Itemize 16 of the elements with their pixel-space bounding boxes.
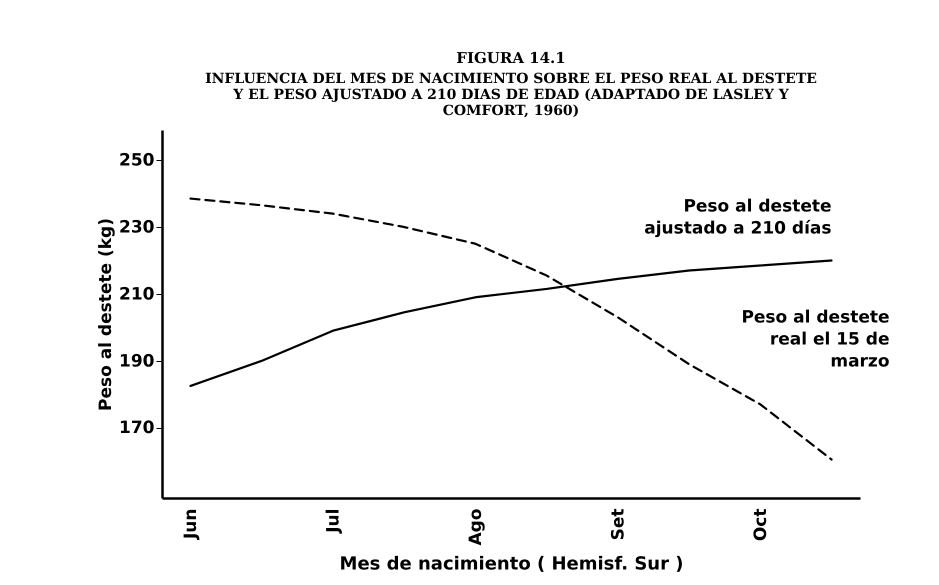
x-tick-label: Ago xyxy=(466,508,486,546)
x-axis-title: Mes de nacimiento ( Hemisf. Sur ) xyxy=(340,554,684,575)
series-label: Peso al destete real el 15 de marzo xyxy=(741,308,890,372)
y-axis-title: Peso al destete (kg) xyxy=(96,218,116,411)
x-tick-label: Jun xyxy=(180,508,201,540)
x-tick-label: Set xyxy=(608,508,628,540)
y-tick-label: 170 xyxy=(119,418,155,438)
x-tick-label: Jul xyxy=(323,508,344,534)
y-tick-label: 190 xyxy=(119,351,155,372)
y-tick-label: 210 xyxy=(119,284,155,304)
series-label: Peso al destete ajustado a 210 días xyxy=(644,196,832,238)
y-tick-label: 230 xyxy=(119,218,155,238)
chart-subtitle: INFLUENCIA DEL MES DE NACIMIENTO SOBRE EL PESO REAL AL DESTETE Y EL PESO AJUSTADO A 210 DIAS DE EDAD (ADAPTADO DE LASLEY Y COMFORT, 1960) xyxy=(205,71,817,119)
y-tick-label: 250 xyxy=(119,150,155,171)
chart-title: FIGURA 14.1 xyxy=(456,49,566,67)
x-tick-label: Oct xyxy=(750,508,771,542)
